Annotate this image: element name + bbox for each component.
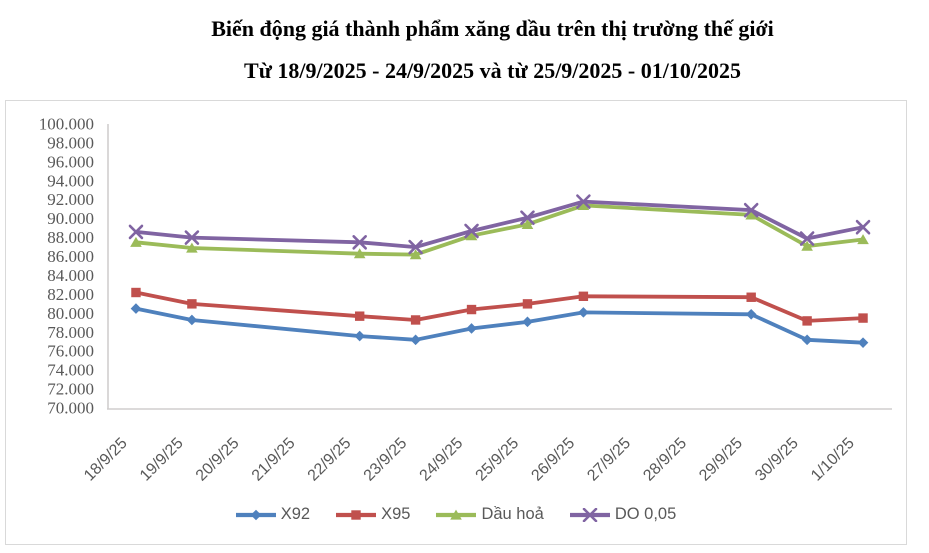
x-axis-label: 28/9/25 — [640, 435, 690, 485]
series-marker-X95 — [802, 316, 812, 326]
legend-marker-DO 0,05 — [569, 507, 610, 522]
series-marker-X95 — [858, 313, 868, 323]
series-marker-X92 — [466, 323, 477, 334]
legend-label-DO 0,05: DO 0,05 — [614, 505, 677, 523]
series-marker-X92 — [186, 314, 198, 326]
legend-item-DO 0,05: DO 0,05 — [569, 505, 677, 524]
series-line-DO 0,05 — [134, 199, 865, 250]
legend-marker-X92 — [235, 509, 276, 520]
y-tick-label: 76.000 — [47, 342, 94, 361]
series-marker-X92 — [745, 308, 757, 320]
series-marker-Dầu hoả — [409, 249, 422, 260]
series-marker-X95 — [466, 304, 477, 315]
x-axis-label: 20/9/25 — [193, 435, 243, 485]
x-axis-label: 26/9/25 — [528, 435, 578, 485]
x-axis-label: 23/9/25 — [361, 435, 411, 485]
y-tick-label: 88.000 — [47, 228, 94, 247]
series-marker-X92 — [130, 303, 142, 314]
series-marker-X92 — [522, 316, 533, 328]
x-axis-label: 22/9/25 — [305, 435, 355, 485]
series-marker-X95 — [131, 287, 141, 298]
chart-title: Biến động giá thành phẩm xăng dầu trên t… — [0, 8, 929, 92]
y-tick-label: 98.000 — [47, 133, 94, 152]
series-marker-X92 — [801, 334, 813, 346]
series-marker-DO 0,05 — [128, 224, 144, 240]
chart-title-line1: Biến động giá thành phẩm xăng dầu trên t… — [211, 16, 774, 41]
legend-marker-X95 — [336, 509, 377, 520]
series-marker-X95 — [746, 292, 756, 302]
x-axis-label: 29/9/25 — [696, 435, 746, 485]
series-marker-X92 — [857, 337, 869, 348]
series-marker-DO 0,05 — [855, 219, 871, 235]
series-marker-DO 0,05 — [464, 223, 479, 239]
y-tick-label: 96.000 — [47, 152, 94, 171]
x-axis-label: 27/9/25 — [584, 435, 634, 485]
legend-marker-glyph — [582, 507, 598, 522]
series-line-X95 — [134, 290, 865, 323]
x-axis-label: 1/10/25 — [808, 435, 858, 485]
series-marker-DO 0,05 — [520, 210, 535, 226]
series-marker-X95 — [354, 311, 365, 321]
series-marker-DO 0,05 — [799, 231, 815, 246]
series-marker-Dầu hoả — [745, 209, 757, 220]
series-marker-DO 0,05 — [743, 202, 759, 218]
series-marker-Dầu hoả — [186, 242, 198, 253]
legend-marker-Dầu hoả — [436, 509, 477, 520]
series-line-X92 — [134, 306, 865, 345]
series-marker-Dầu hoả — [577, 200, 590, 211]
series-marker-DO 0,05 — [576, 194, 591, 209]
series-marker-Dầu hoả — [857, 234, 869, 245]
series-marker-DO 0,05 — [352, 235, 367, 250]
x-axis-label: 19/9/25 — [137, 435, 187, 485]
x-axis-label: 24/9/25 — [417, 435, 467, 485]
y-tick-label: 100.000 — [39, 115, 94, 134]
y-tick-label: 94.000 — [47, 171, 94, 190]
chart-frame: 100.000 98.000 96.000 94.000 92.000 90.000 88.… — [5, 100, 907, 545]
legend-item-Dầu hoả: Dầu hoả — [436, 505, 544, 524]
series-marker-X92 — [410, 334, 421, 346]
chart-legend: X92 X95 Dầu hoả DO 0,05 — [6, 505, 906, 524]
legend-marker-glyph — [450, 509, 463, 520]
legend-item-X95: X95 — [336, 505, 410, 524]
y-tick-label: 82.000 — [47, 285, 94, 304]
y-tick-label: 80.000 — [47, 304, 94, 323]
x-axis-label: 18/9/25 — [81, 435, 131, 485]
series-marker-Dầu hoả — [465, 230, 478, 241]
series-marker-X95 — [187, 299, 197, 309]
y-tick-label: 92.000 — [47, 190, 94, 209]
x-axis-label: 30/9/25 — [752, 435, 802, 485]
x-axis-label: 21/9/25 — [249, 435, 299, 485]
x-axis-label: 25/9/25 — [473, 435, 523, 485]
y-tick-label: 86.000 — [47, 247, 94, 266]
legend-marker-glyph — [351, 509, 361, 520]
y-tick-label: 78.000 — [47, 323, 94, 342]
y-tick-label: 90.000 — [47, 209, 94, 228]
y-tick-label: 70.000 — [47, 399, 94, 418]
series-marker-Dầu hoả — [353, 248, 366, 259]
series-marker-X92 — [578, 307, 589, 318]
series-marker-X95 — [410, 315, 421, 325]
y-tick-label: 84.000 — [47, 266, 94, 285]
series-marker-Dầu hoả — [130, 236, 142, 247]
series-marker-X92 — [354, 330, 365, 342]
series-marker-DO 0,05 — [184, 230, 200, 245]
legend-item-X92: X92 — [235, 505, 311, 524]
y-tick-label: 72.000 — [47, 380, 94, 399]
series-marker-DO 0,05 — [408, 239, 423, 255]
legend-label-X92: X92 — [280, 505, 311, 523]
series-marker-X95 — [522, 299, 533, 309]
legend-label-Dầu hoả: Dầu hoả — [481, 505, 544, 523]
series-line-Dầu hoả — [134, 203, 865, 257]
y-tick-label: 74.000 — [47, 361, 94, 380]
legend-marker-glyph — [250, 509, 262, 520]
line-chart-plot: 100.00098.00096.00094.00092.00090.00088.… — [39, 115, 892, 485]
series-marker-Dầu hoả — [801, 240, 813, 251]
chart-title-line2: Từ 18/9/2025 - 24/9/2025 và từ 25/9/2025… — [244, 58, 741, 83]
legend-label-X95: X95 — [381, 505, 411, 523]
series-marker-Dầu hoả — [521, 218, 534, 229]
series-marker-X95 — [578, 291, 589, 301]
